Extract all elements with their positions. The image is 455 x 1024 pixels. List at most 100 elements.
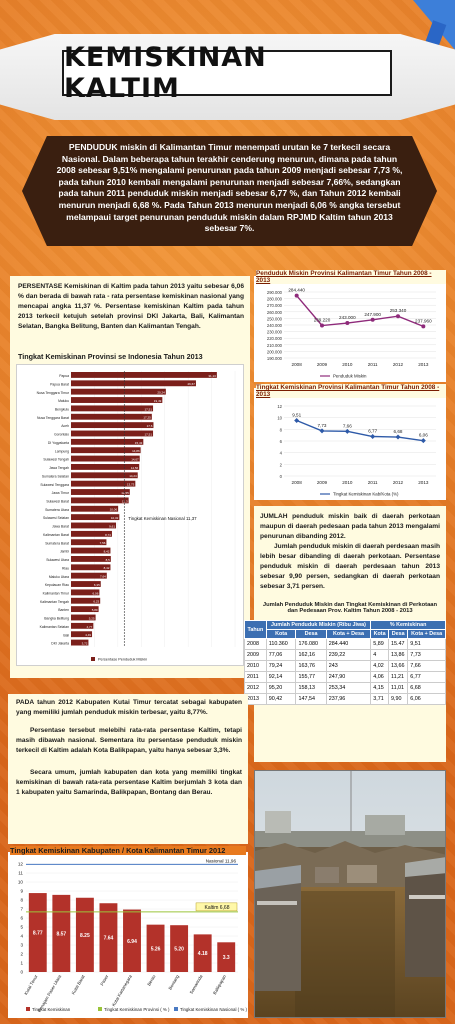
bar [71,405,154,412]
category-label: Lampung [55,449,69,453]
category-label: Sumatera Utara [45,508,69,512]
legend-label: Tingkat Kemiskinan Provinsi ( % ) [104,1007,170,1012]
bar-value: 8.25 [80,933,90,939]
category-label: Balikpapan [212,974,227,996]
bar [71,438,144,445]
table-cell: 13,66 [387,660,409,672]
bar [71,464,140,470]
bar [146,924,165,972]
table-cell: 79,24 [265,660,297,672]
y-tick-label: 0 [20,970,23,975]
bar [71,430,154,437]
x-tick-label: 2011 [368,480,378,485]
bar [71,539,107,546]
table-cell: 2008 [244,638,267,650]
th-jumlah: Jumlah Penduduk Miskin (Ribu Jiwa) [265,620,372,630]
bottom-text-panel: PADA tahun 2012 Kabupaten Kutai Timur te… [8,694,248,844]
y-tick-label: 280.000 [267,297,283,302]
y-tick-label: 220.000 [267,336,283,341]
table-cell: 92,14 [265,671,297,683]
category-label: Papua Barat [50,382,69,386]
table-cell: 90,42 [265,693,297,705]
data-point [294,293,299,298]
category-label: Sumatera Barat [45,541,69,545]
legend-label: Tingkat Kemiskinan Nasional ( % ) [180,1007,247,1012]
x-tick-label: 2008 [292,480,303,485]
table-cell: 243 [325,660,372,672]
data-point [421,324,426,329]
table-row: 2011 92,14 155,77 247,90 4,06 11,21 6,77 [244,671,446,683]
y-tick-label: 10 [277,416,282,421]
x-tick-label: 2012 [393,480,404,485]
table-cell: 110.360 [265,638,297,650]
y-tick-label: 1 [20,961,23,966]
bar-value: 19,49 [154,399,162,403]
category-label: Sulawesi Tengah [43,458,69,462]
intro-banner: PENDUDUK miskin di Kalimantan Timur mene… [22,136,437,246]
y-tick-label: 250.000 [267,316,283,321]
bar-value: 5.26 [151,946,161,952]
bar-value: 7,56 [100,541,106,545]
table-row: 2010 79,24 163,76 243 4,02 13,66 7,66 [244,660,446,672]
y-tick-label: 200.000 [267,349,283,354]
category-label: Sulawesi Utara [46,558,69,562]
legend-swatch [26,1007,30,1011]
y-tick-label: 270.000 [267,303,283,308]
table-cell: 284.440 [325,638,372,650]
bar [71,380,196,387]
data-label: 247.900 [364,312,381,317]
data-point [294,418,300,424]
y-tick-label: 210.000 [267,343,283,348]
bar-value: 7,64 [100,575,106,579]
data-point [395,434,401,440]
th-sub: Desa [295,629,327,639]
bar [71,472,138,479]
bar-value: 6,35 [94,583,100,587]
y-tick-label: 290.000 [267,290,283,295]
y-tick-label: 8 [280,427,283,432]
bar-value: 8.77 [33,931,43,937]
table-cell: 15.47 [387,638,409,650]
bar-value: 4.18 [198,951,208,957]
bar-value: 4,49 [85,633,91,637]
table-row: 2012 95,20 158,13 253,34 4,15 11,01 6,68 [244,682,446,694]
bar-value: 14,67 [131,458,139,462]
th-sub: Kota [370,629,389,639]
bar-value: 8,42 [104,566,110,570]
bar [71,388,166,395]
y-tick-label: 2 [20,952,23,957]
bar-value: 17,51 [145,407,153,411]
data-label: 7,66 [343,423,352,428]
table-cell: 155,77 [295,671,327,683]
th-sub: Kota + Desa [325,629,372,639]
category-label: Kutai Kartanegara [111,974,133,1008]
bar-value: 5.20 [174,947,184,953]
category-label: Paser [99,974,109,987]
category-label: Berau [146,974,156,987]
bar-value: 6.94 [127,939,137,945]
data-label: 6,68 [394,429,403,434]
bar [71,530,112,537]
legend-swatch [174,1007,178,1011]
kaltim-label: Kaltim 6,68 [204,905,229,911]
photo-illustration [255,771,445,1017]
x-tick-label: 2008 [292,362,303,367]
bar-value: 6,23 [93,600,99,604]
data-point [345,321,350,326]
bar-value: 10,06 [110,508,118,512]
bar [71,522,117,529]
category-label: Jambi [60,550,69,554]
y-tick-label: 7 [20,907,23,912]
category-label: Sulawesi Tenggara [40,483,69,487]
y-tick-label: 5 [20,925,23,930]
bar-value: 5,89 [92,608,98,612]
table-cell: 6,06 [407,693,446,705]
table-cell: 77,06 [265,649,297,661]
kab-chart-panel: Tingkat Kemiskinan Kabupaten / Kota Kali… [8,846,248,1018]
bar [71,622,94,629]
bar-value: 4,77 [87,625,93,629]
table-cell: 2011 [244,671,267,683]
bar [71,614,96,621]
bar-value: 8,42 [104,550,110,554]
bar [75,897,94,972]
